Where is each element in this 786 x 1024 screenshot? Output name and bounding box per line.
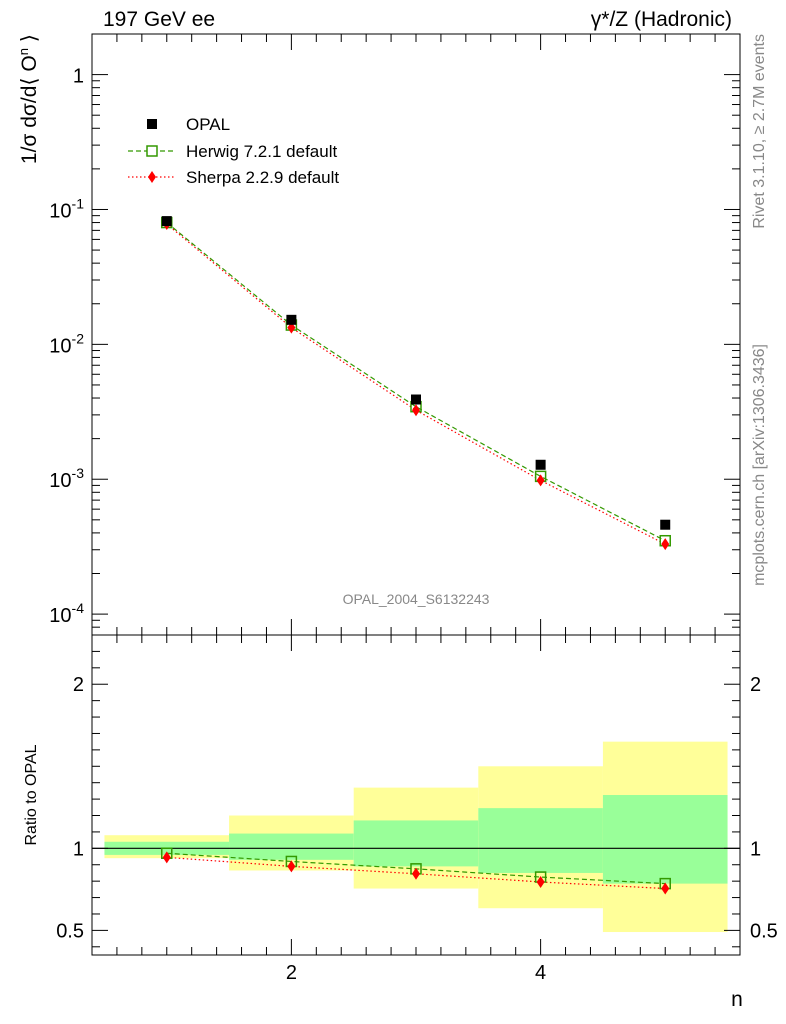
legend-sherpa-marker [148,171,156,183]
ratio-sherpa-line [166,856,666,890]
ratio-sherpa-marker [536,875,545,888]
y-tick-label: 1 [73,66,84,88]
legend-label: Herwig 7.2.1 default [186,142,337,161]
main-plot-content [161,216,671,551]
x-axis-label: n [731,988,743,1011]
uncertainty-band-inner [478,808,603,873]
ratio-y-tick-label: 2 [73,674,84,696]
opal-marker [411,394,421,405]
uncertainty-band-inner [229,833,354,860]
opal-marker [161,216,172,227]
header-right-title: γ*/Z (Hadronic) [591,8,732,31]
ratio-axis-ticks: 0.5 0.5 1 1 2 2 2 4 [56,635,778,984]
legend-label: Sherpa 2.2.9 default [186,168,339,187]
header-left-title: 197 GeV ee [103,8,215,31]
legend: OPAL Herwig 7.2.1 default Sherpa 2.2.9 def… [128,115,339,187]
sherpa-marker [661,538,670,551]
opal-marker [286,314,297,325]
ratio-plot-content [92,741,740,933]
ratio-y-tick-label: 0.5 [56,920,84,942]
sherpa-line [166,223,666,545]
ratio-sherpa-marker [287,860,296,873]
herwig-line [166,222,666,542]
main-y-axis-label: 1/σ dσ/d⟨ On ⟩ [16,34,41,164]
ratio-y-axis-label: Ratio to OPAL [23,744,40,845]
y-tick-label: 10-4 [49,600,84,627]
sherpa-marker [536,474,545,487]
legend-herwig-marker [146,145,158,157]
y-tick-label: 10-2 [49,330,84,357]
opal-marker [660,519,671,530]
analysis-watermark: OPAL_2004_S6132243 [343,591,490,607]
ratio-panel: 0.5 0.5 1 1 2 2 2 4 Ratio to OPAL n [23,634,778,1011]
opal-marker [535,459,546,470]
uncertainty-band-inner [353,820,479,867]
rivet-label: Rivet 3.1.10, ≥ 2.7M events [751,34,768,229]
sherpa-marker [412,404,420,417]
y-tick-label: 10-3 [49,465,84,492]
legend-opal-marker [147,119,157,129]
x-tick-label: 4 [535,962,546,984]
ratio-sherpa-marker [412,867,420,880]
ratio-y-tick-label-right: 0.5 [750,920,778,942]
x-tick-label: 2 [286,962,297,984]
ratio-sherpa-marker [162,851,171,864]
uncertainty-band-inner [602,795,728,884]
ratio-y-tick-label-right: 1 [750,838,761,860]
legend-label: OPAL [186,115,230,134]
ratio-y-tick-label-right: 2 [750,674,761,696]
y-tick-label: 10-1 [49,195,84,222]
ratio-sherpa-marker [661,882,670,895]
main-axis-ticks: 1 10-1 10-2 10-3 10-4 [49,33,740,636]
ratio-y-tick-label: 1 [73,838,84,860]
mcplots-label: mcplots.cern.ch [arXiv:1306.3436] [751,344,768,586]
main-panel: 1 10-1 10-2 10-3 10-4 OPAL Herwig 7.2.1 defau… [16,33,741,636]
